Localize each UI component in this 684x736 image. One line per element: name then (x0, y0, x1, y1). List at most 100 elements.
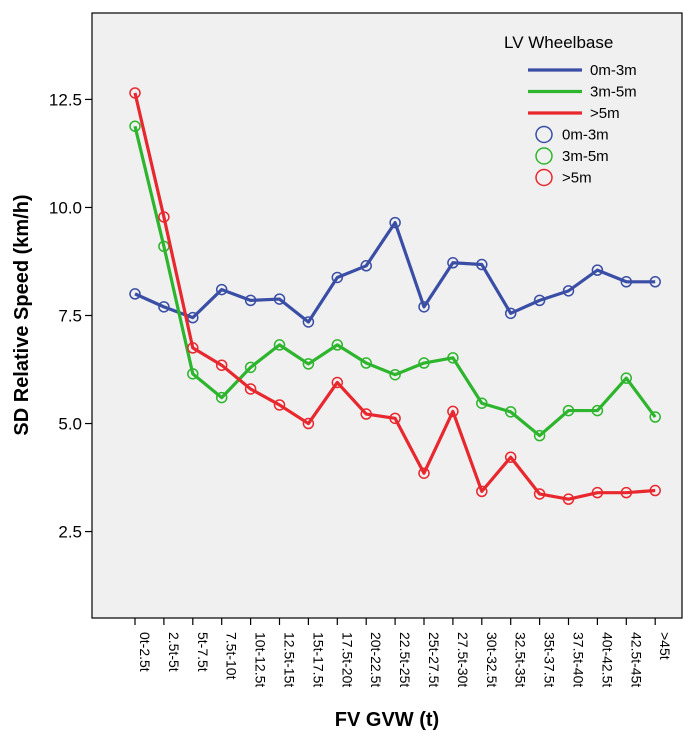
x-tick-label: 7.5t-10t (224, 632, 240, 680)
data-point (215, 359, 228, 371)
y-tick-label: 12.5 (49, 90, 82, 109)
legend-title: LV Wheelbase (504, 33, 613, 52)
data-point (620, 486, 633, 499)
data-point (187, 311, 199, 324)
data-point (476, 397, 488, 409)
data-point (302, 358, 315, 370)
data-point (649, 276, 661, 288)
data-point (562, 404, 575, 417)
data-point (302, 417, 315, 430)
data-point (389, 412, 401, 425)
data-point (129, 120, 141, 132)
x-tick-label: 20t-22.5t (368, 632, 384, 687)
data-point (331, 339, 344, 351)
legend-marker-swatch (535, 147, 553, 165)
data-point (533, 294, 546, 307)
x-tick-label: 22.5t-25t (397, 632, 413, 687)
data-point (649, 484, 661, 497)
legend-marker-swatch (535, 125, 553, 144)
data-point (447, 257, 459, 269)
data-point (215, 283, 228, 296)
y-tick-label: 7.5 (58, 307, 82, 326)
data-point (591, 264, 604, 276)
data-point (389, 216, 401, 229)
x-tick-label: 10t-12.5t (253, 632, 269, 687)
data-point (504, 451, 517, 463)
data-point (649, 411, 661, 423)
x-tick-label: 0t-2.5t (137, 632, 153, 672)
x-tick-label: 25t-27.5t (426, 632, 442, 687)
x-tick-label: 35t-37.5t (542, 632, 558, 687)
data-point (418, 301, 430, 313)
x-tick-label: 32.5t-35t (513, 632, 529, 687)
series-line (133, 92, 656, 501)
data-point (187, 368, 199, 380)
data-point (591, 486, 604, 499)
data-point (562, 493, 575, 505)
legend-entry-label: 3m-5m (562, 148, 609, 165)
data-point (504, 406, 517, 418)
data-point (620, 372, 633, 384)
series-1 (129, 120, 661, 442)
data-point (533, 488, 546, 500)
data-point (447, 352, 459, 364)
legend-entry-label: 3m-5m (590, 84, 637, 101)
data-point (302, 316, 315, 328)
y-axis-title: SD Relative Speed (km/h) (11, 194, 33, 435)
data-point (244, 383, 257, 395)
x-tick-label: 15t-17.5t (310, 632, 326, 687)
data-point (504, 307, 517, 320)
series-2 (129, 87, 661, 505)
data-point (158, 211, 170, 223)
data-point (476, 258, 488, 271)
legend-entry-label: 0m-3m (562, 127, 609, 144)
legend-entry-label: >5m (562, 170, 592, 187)
data-point (360, 260, 372, 272)
data-point (360, 357, 372, 369)
data-point (273, 399, 286, 411)
data-point (158, 301, 170, 313)
data-point (562, 285, 575, 297)
series-line (133, 125, 657, 438)
x-axis: 0t-2.5t 2.5t-5t 5t-7.5t 7.5t-10t 10t-12.5t 12… (134, 618, 673, 687)
data-point (129, 288, 141, 300)
x-tick-label: 12.5t-15t (282, 632, 298, 687)
x-tick-label: 2.5t-5t (166, 632, 182, 672)
y-axis: 2.5 5.0 7.5 10.0 12.5 (49, 90, 92, 542)
data-point (187, 342, 199, 354)
x-tick-label: 42.5t-45t (628, 632, 644, 687)
x-tick-label: 27.5t-30t (455, 632, 471, 687)
data-point (244, 294, 257, 307)
x-tick-label: 30t-32.5t (484, 632, 500, 687)
data-point (533, 429, 546, 442)
x-tick-label: 40t-42.5t (599, 632, 615, 687)
data-point (476, 485, 488, 498)
data-point (620, 276, 633, 288)
x-tick-label: >45t (657, 632, 673, 660)
legend-entry-label: 0m-3m (590, 62, 637, 79)
legend-entry-label: >5m (590, 105, 620, 122)
data-point (129, 87, 141, 99)
data-point (418, 357, 430, 369)
series-layer (129, 87, 661, 505)
data-point (591, 404, 604, 417)
data-point (360, 408, 372, 420)
legend-marker-swatch (535, 168, 553, 187)
y-tick-label: 10.0 (49, 198, 82, 217)
data-point (447, 405, 459, 418)
y-tick-label: 2.5 (58, 523, 82, 542)
data-point (215, 391, 228, 404)
data-point (418, 467, 430, 479)
data-point (331, 271, 344, 284)
y-tick-label: 5.0 (58, 415, 82, 434)
data-point (273, 339, 286, 351)
data-point (244, 361, 257, 374)
data-point (273, 293, 286, 305)
series-line (134, 220, 656, 324)
legend: LV Wheelbase 0m-3m 3m-5m >5m 0m-3m 3m-5m >5m (504, 33, 637, 187)
data-point (331, 376, 344, 389)
x-axis-title: FV GVW (t) (335, 709, 439, 731)
data-point (389, 368, 401, 381)
x-tick-label: 37.5t-40t (571, 632, 587, 687)
